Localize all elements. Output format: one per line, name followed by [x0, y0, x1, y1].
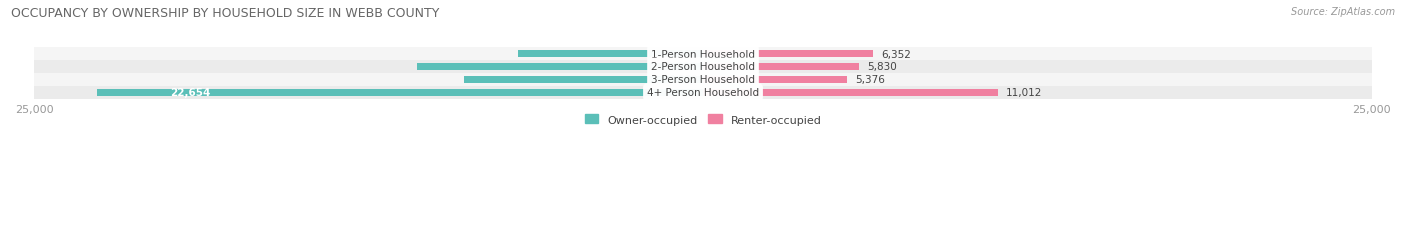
Bar: [34, 86, 1372, 99]
Bar: [703, 64, 859, 70]
Bar: [464, 77, 703, 83]
Text: 6,935: 6,935: [668, 49, 697, 59]
Text: 5,376: 5,376: [855, 75, 884, 85]
Text: 22,654: 22,654: [170, 88, 209, 98]
Text: OCCUPANCY BY OWNERSHIP BY HOUSEHOLD SIZE IN WEBB COUNTY: OCCUPANCY BY OWNERSHIP BY HOUSEHOLD SIZE…: [11, 7, 440, 20]
Bar: [517, 51, 703, 58]
Text: 11,012: 11,012: [1005, 88, 1042, 98]
Text: Source: ZipAtlas.com: Source: ZipAtlas.com: [1291, 7, 1395, 17]
Bar: [703, 90, 997, 96]
Bar: [703, 77, 846, 83]
Text: 8,939: 8,939: [668, 75, 697, 85]
Legend: Owner-occupied, Renter-occupied: Owner-occupied, Renter-occupied: [585, 115, 821, 125]
Bar: [34, 48, 1372, 61]
Bar: [703, 51, 873, 58]
Bar: [416, 64, 703, 70]
Bar: [34, 74, 1372, 86]
Bar: [97, 90, 703, 96]
Text: 5,830: 5,830: [868, 62, 897, 72]
Text: 3-Person Household: 3-Person Household: [651, 75, 755, 85]
Bar: [34, 61, 1372, 74]
Text: 4+ Person Household: 4+ Person Household: [647, 88, 759, 98]
Text: 6,352: 6,352: [882, 49, 911, 59]
Text: 2-Person Household: 2-Person Household: [651, 62, 755, 72]
Text: 1-Person Household: 1-Person Household: [651, 49, 755, 59]
Text: 10,699: 10,699: [661, 62, 697, 72]
